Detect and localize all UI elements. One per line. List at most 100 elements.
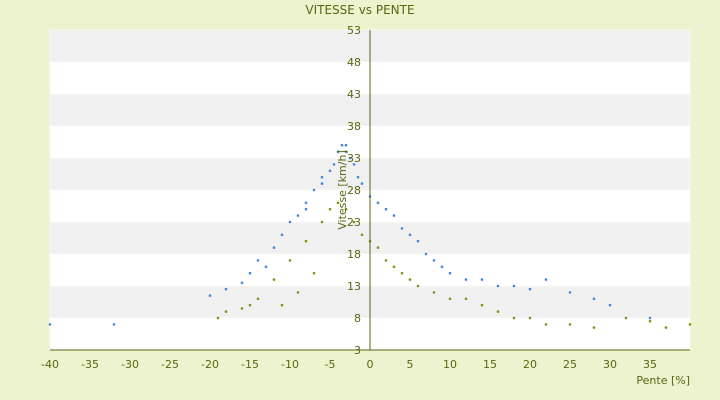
olive-point [280,303,284,307]
x-tick-label: 20 [523,358,537,371]
olive-point [664,326,668,329]
olive-point [328,207,332,211]
blue-point [512,284,516,288]
olive-point [464,297,468,301]
x-tick-label: 25 [563,358,577,371]
blue-point [608,303,612,307]
data-points [48,143,692,329]
blue-point [416,239,420,243]
blue-point [112,323,116,326]
olive-point [216,316,220,320]
olive-point [312,271,316,275]
blue-point [432,259,436,262]
x-tick-label: -20 [201,358,219,371]
blue-point [496,284,500,288]
olive-point [384,259,388,262]
y-tick-label: 53 [347,24,361,37]
blue-point [312,188,316,192]
blue-point [424,252,428,256]
olive-point [256,297,260,301]
x-tick-label: 35 [643,358,657,371]
x-tick-label: 10 [443,358,457,371]
blue-point [288,220,292,224]
olive-point [392,265,396,269]
blue-point [448,271,452,275]
x-axis-label: Pente [%] [636,374,690,387]
blue-point [296,214,300,217]
x-tick-label: -15 [241,358,259,371]
olive-point [352,220,356,224]
blue-point [544,278,548,281]
blue-point [256,259,260,262]
blue-point [332,163,336,166]
blue-point [356,175,360,179]
y-tick-label: 28 [347,184,361,197]
blue-point [376,201,380,205]
olive-point [344,207,348,211]
olive-point [376,246,380,249]
olive-point [304,239,308,243]
x-tick-label: 15 [483,358,497,371]
x-tick-label: 5 [407,358,414,371]
blue-point [280,233,284,237]
blue-point [352,163,356,166]
y-tick-label: 48 [347,56,361,69]
blue-point [248,271,252,275]
x-tick-label: -5 [325,358,336,371]
olive-point [568,323,572,326]
blue-point [48,323,52,326]
blue-point [344,143,348,147]
olive-point [336,201,340,205]
blue-point [592,297,596,301]
y-tick-label: 23 [347,216,361,229]
x-tick-labels: -40 -35 -30 -25 -20 -15 -10 -5 0 5 10 15 20 25 30 35 [41,358,657,371]
blue-point [384,207,388,211]
x-tick-label: -40 [41,358,59,371]
blue-point [272,246,276,249]
blue-point [400,227,404,230]
olive-point [448,297,452,301]
chart-title: VITESSE vs PENTE [305,3,414,17]
olive-point [512,316,516,320]
blue-point [224,287,228,291]
x-tick-label: 30 [603,358,617,371]
x-tick-label: -30 [121,358,139,371]
blue-point [360,182,364,185]
blue-point [320,175,324,179]
x-tick-label: -35 [81,358,99,371]
y-tick-label: 43 [347,88,361,101]
blue-point [328,169,332,173]
olive-point [296,291,300,294]
blue-point [208,294,212,297]
olive-point [544,323,548,326]
olive-point [320,220,324,224]
blue-point [392,214,396,217]
blue-point [348,156,352,160]
blue-point [480,278,484,281]
y-tick-label: 33 [347,152,361,165]
x-tick-label: -10 [281,358,299,371]
olive-point [480,303,484,307]
olive-point [360,233,364,237]
blue-point [240,281,244,285]
olive-point [248,303,252,307]
olive-point [400,271,404,275]
blue-point [568,291,572,294]
blue-point [320,182,324,185]
x-tick-label: 0 [367,358,374,371]
olive-point [408,278,412,281]
y-tick-label: 13 [347,280,361,293]
olive-point [688,323,692,326]
olive-point [624,316,628,320]
blue-point [264,265,268,269]
olive-point [224,310,228,313]
olive-point [432,291,436,294]
y-tick-label: 8 [354,312,361,325]
blue-point [464,278,468,281]
blue-point [304,201,308,205]
y-tick-label: 18 [347,248,361,261]
y-tick-label: 3 [354,344,361,357]
olive-point [592,326,596,329]
